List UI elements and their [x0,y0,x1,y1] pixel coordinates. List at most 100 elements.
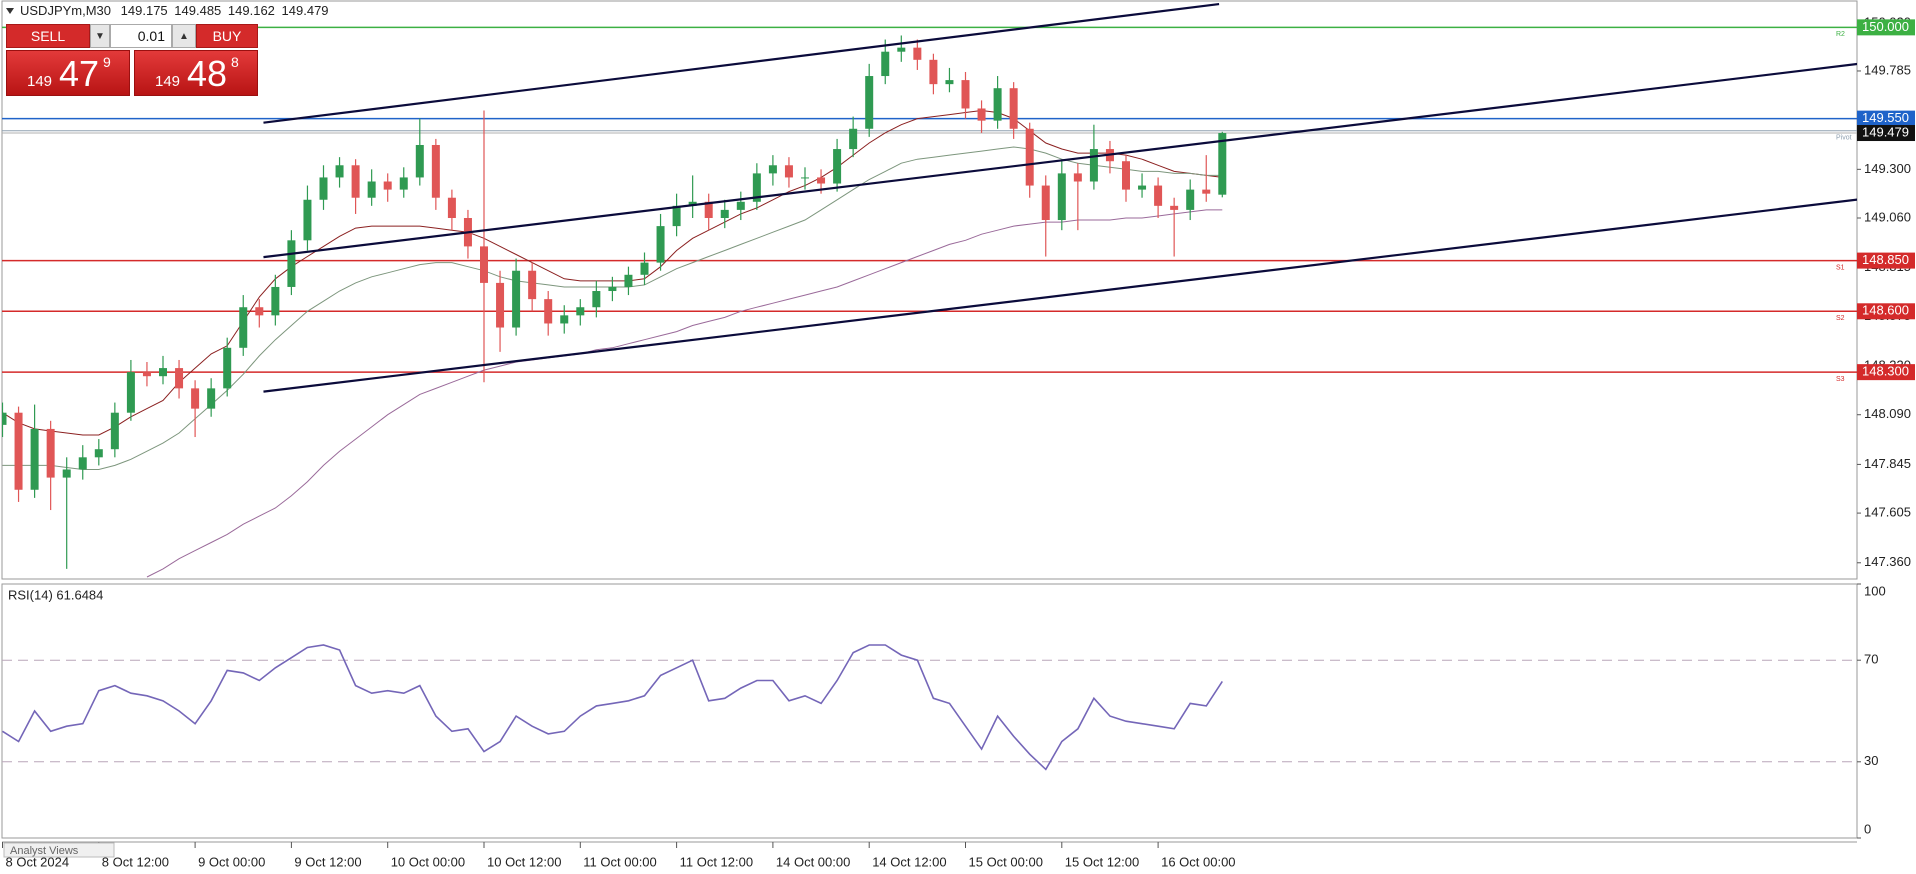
x-tick-label: 14 Oct 12:00 [872,854,946,869]
y-tick-label: 30 [1864,753,1878,768]
bid-price-box [1857,125,1915,142]
candle-body [415,144,424,178]
y-tick-label: 100 [1864,583,1886,598]
candle-body [399,177,408,190]
candle-body [945,80,954,85]
moving-average [146,209,1223,578]
candle-body [1154,185,1163,206]
level-price-box [1857,252,1915,269]
candle-body [2,412,7,425]
level-price-box [1857,303,1915,320]
buy-button[interactable]: BUY [196,24,258,48]
x-tick-label: 10 Oct 12:00 [487,854,561,869]
candle-body [688,201,697,206]
trade-controls: SELL ▼ 0.01 ▲ BUY [6,24,258,48]
candle-body [271,286,280,316]
candle-body [704,201,713,219]
axes: 150.020149.785149.300149.060148.815148.5… [2,15,1915,869]
level-price-label: 148.850 [1862,252,1909,267]
candle-body [1073,173,1082,182]
candle-body [576,307,585,316]
rsi-line [2,644,1223,771]
rsi-panel [1,583,1858,839]
volume-up[interactable]: ▲ [172,24,196,48]
candle-body [865,76,874,129]
candle-body [62,469,71,478]
x-tick-label: 11 Oct 12:00 [680,854,753,869]
x-tick-label: 8 Oct 2024 [6,854,70,869]
candle-body [784,165,793,178]
candle-body [191,388,200,409]
candle-body [1057,173,1066,221]
price-pips: 47 [59,53,100,94]
candle-body [736,201,745,210]
candle-body [768,165,777,174]
candle-body [881,51,890,77]
trend-line [263,2,1220,124]
candle-body [801,177,809,179]
candle-body [110,412,119,450]
candle-body [1089,149,1098,182]
candle-body [223,347,232,389]
analyst-tab-label[interactable]: Analyst Views [10,845,79,857]
x-tick-label: 11 Oct 00:00 [583,854,656,869]
candle-body [1025,128,1034,186]
level-name: S2 [1836,315,1845,322]
price-pips: 48 [187,53,228,94]
high-value: 149.485 [174,3,221,18]
candle-body [849,128,858,150]
candle-body [672,205,681,227]
sell-price[interactable]: 149 47 9 [6,50,130,96]
candle-body [1009,88,1018,129]
candle-body [512,270,521,328]
y-tick-label: 149.300 [1864,161,1911,176]
candle-body [335,165,344,178]
candle-body [1170,205,1179,210]
rsi-plot [2,644,1857,771]
candle-body [592,291,601,308]
level-price-box [1857,19,1915,36]
candle-body [159,368,167,377]
candle-body [528,270,537,300]
symbol: USDJPYm,M30 [20,3,111,18]
level-price-label: 149.550 [1862,110,1909,125]
level-name: Pivot [1836,135,1852,142]
level-price-box [1857,364,1915,381]
y-tick-label: 0 [1864,821,1871,836]
candle-body [94,449,103,458]
candle-body [14,412,23,490]
candle-body [303,199,312,241]
candle-body [30,428,39,490]
candle-body [142,372,151,377]
buy-price[interactable]: 149 48 8 [134,50,258,96]
one-click-trading: SELL ▼ 0.01 ▲ BUY 149 47 9 149 48 8 [6,24,258,96]
trend-line [263,198,1857,393]
close-value: 149.479 [282,3,329,18]
y-tick-label: 147.360 [1864,554,1911,569]
y-tick-label: 149.785 [1864,62,1911,77]
candle-body [319,177,328,200]
volume-down[interactable]: ▼ [90,24,110,48]
low-value: 149.162 [228,3,275,18]
x-tick-label: 15 Oct 12:00 [1065,854,1139,869]
x-tick-label: 9 Oct 00:00 [198,854,265,869]
candle-body [913,47,922,60]
candle-body [431,144,440,198]
candle-body [817,177,826,184]
candle-body [207,388,216,409]
y-tick-label: 147.605 [1864,505,1911,520]
candle-body [752,173,761,202]
analyst-tab[interactable] [3,842,115,858]
x-tick-label: 15 Oct 00:00 [969,854,1043,869]
volume-input[interactable]: 0.01 [110,24,172,48]
sell-button[interactable]: SELL [6,24,90,48]
candle-body [496,282,505,328]
symbol-menu-icon[interactable] [6,8,14,14]
candle-body [255,307,264,316]
candle-body [351,165,360,198]
candle-body [480,246,488,283]
candle-body [977,108,986,121]
candle-body [640,262,649,275]
level-price-label: 148.600 [1862,303,1909,318]
